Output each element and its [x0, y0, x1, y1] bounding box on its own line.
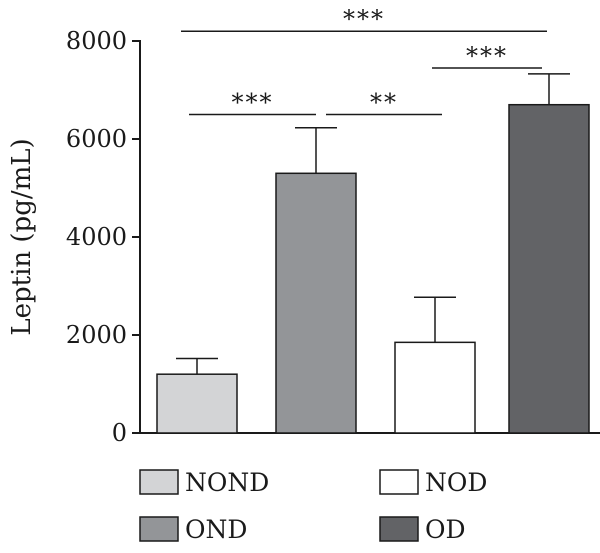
legend-label-od: OD [425, 515, 466, 544]
significance-label: *** [466, 42, 508, 70]
bar-nond [156, 373, 238, 434]
significance-annotations: *** ******** [181, 5, 547, 117]
significance-label: ** [370, 89, 398, 117]
y-tick-label: 0 [112, 419, 127, 447]
legend: NOND NOD OND OD [139, 468, 487, 544]
bar-ond [275, 172, 357, 434]
legend-swatch-od [379, 516, 419, 542]
bar-nod [394, 341, 476, 434]
y-tick-label: 8000 [66, 27, 127, 55]
legend-swatch-nod [379, 469, 419, 495]
legend-label-ond: OND [185, 515, 247, 544]
significance-label: *** [232, 89, 274, 117]
y-tick-label: 4000 [66, 223, 127, 251]
y-tick-label: 2000 [66, 321, 127, 349]
bar-od [508, 103, 590, 434]
legend-swatch-nond [139, 469, 179, 495]
bars [156, 73, 590, 434]
legend-swatch-ond [139, 516, 179, 542]
significance-label: *** [343, 5, 385, 33]
legend-label-nod: NOD [425, 468, 487, 497]
y-tick-label: 6000 [66, 125, 127, 153]
y-axis-label: Leptin (pg/mL) [7, 138, 37, 335]
legend-label-nond: NOND [185, 468, 269, 497]
